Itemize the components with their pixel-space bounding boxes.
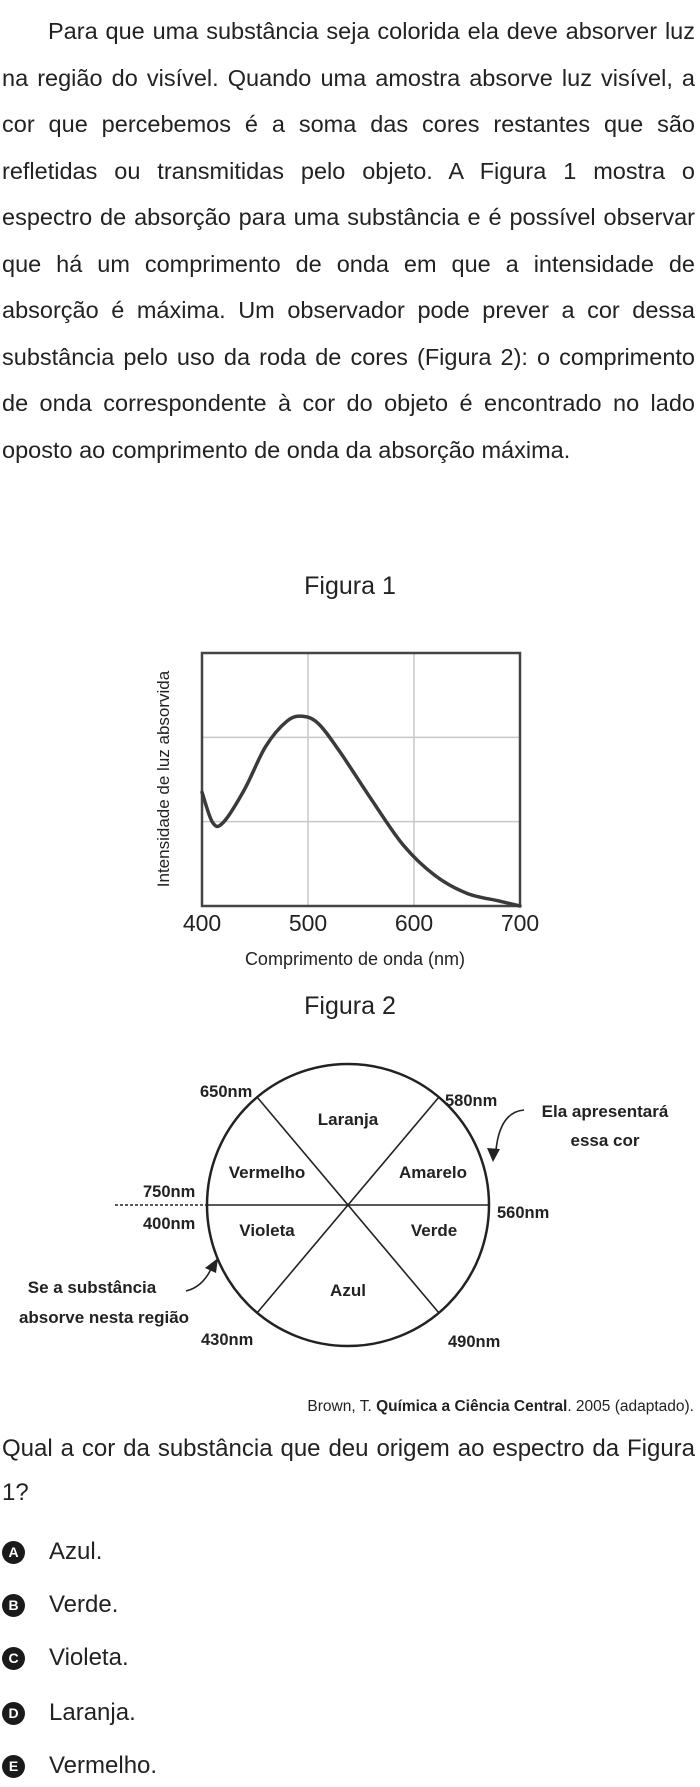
sector-violeta: Violeta [239, 1221, 295, 1240]
note-absorbs-line1: Se a substância [28, 1278, 157, 1297]
option-b[interactable]: B Verde. [2, 1588, 118, 1622]
option-text-e: Vermelho. [49, 1752, 158, 1779]
color-wheel-figure: Laranja Amarelo Verde Azul Violeta Verme… [19, 1062, 669, 1351]
option-letter-b: B [2, 1593, 25, 1617]
option-d[interactable]: D Laranja. [2, 1696, 136, 1730]
series-line [200, 714, 522, 908]
option-a[interactable]: A Azul. [2, 1535, 102, 1569]
x-tick-label: 500 [289, 910, 327, 936]
option-letter-d: D [2, 1701, 25, 1725]
x-tick-label: 700 [501, 910, 539, 936]
citation-author: Brown, T. [307, 1398, 377, 1415]
option-text-c: Violeta. [49, 1644, 129, 1671]
option-letter-e: E [2, 1754, 25, 1778]
note-color-line1: Ela apresentará [542, 1102, 669, 1121]
intro-paragraph: Para que uma substância seja colorida el… [2, 8, 695, 473]
boundary-400nm: 400nm [143, 1215, 195, 1233]
note-color-line2: essa cor [571, 1131, 640, 1150]
boundary-490nm: 490nm [448, 1333, 500, 1351]
boundary-750nm: 750nm [143, 1183, 195, 1201]
citation: Brown, T. Química a Ciência Central. 200… [307, 1398, 694, 1416]
option-letter-c: C [2, 1646, 25, 1670]
sector-amarelo: Amarelo [399, 1163, 467, 1182]
arrow-color-shaft [495, 1109, 525, 1151]
plot-frame [200, 651, 522, 908]
option-text-d: Laranja. [49, 1699, 136, 1726]
chart-grid [202, 653, 520, 906]
x-tick-label: 600 [395, 910, 433, 936]
option-letter-a: A [2, 1540, 25, 1564]
boundary-650nm: 650nm [200, 1083, 252, 1101]
sector-azul: Azul [330, 1281, 366, 1300]
figure2-title: Figura 2 [304, 992, 396, 1020]
boundary-430nm: 430nm [201, 1331, 253, 1349]
sector-vermelho: Vermelho [229, 1163, 306, 1182]
boundary-560nm: 560nm [497, 1204, 549, 1222]
citation-rest: . 2005 (adaptado). [567, 1398, 694, 1415]
sector-verde: Verde [411, 1221, 457, 1240]
x-axis-label: Comprimento de onda (nm) [245, 949, 465, 969]
arrow-absorbs-shaft [185, 1266, 213, 1292]
y-axis-label: Intensidade de luz absorvida [154, 670, 173, 887]
note-absorbs-line2: absorve nesta região [19, 1308, 189, 1327]
arrow-absorbs-head [205, 1258, 218, 1273]
option-c[interactable]: C Violeta. [2, 1641, 129, 1675]
question-text: Qual a cor da substância que deu origem … [2, 1435, 695, 1506]
boundary-580nm: 580nm [445, 1092, 497, 1110]
figure1-title: Figura 1 [304, 572, 396, 600]
wheel-divider-diagonal-2 [256, 1096, 440, 1314]
option-text-a: Azul. [49, 1538, 103, 1565]
x-tick-label: 400 [183, 910, 221, 936]
x-tick-labels: 400 500 600 700 [183, 910, 539, 936]
citation-title: Química a Ciência Central [376, 1398, 568, 1415]
option-e[interactable]: E Vermelho. [2, 1749, 157, 1783]
sector-laranja: Laranja [318, 1110, 379, 1129]
absorption-chart: 400 500 600 700 Comprimento de onda (nm) In… [154, 651, 539, 969]
arrow-color-head [487, 1148, 500, 1162]
option-text-b: Verde. [49, 1591, 119, 1618]
intro-text: Para que uma substância seja colorida el… [2, 18, 695, 463]
